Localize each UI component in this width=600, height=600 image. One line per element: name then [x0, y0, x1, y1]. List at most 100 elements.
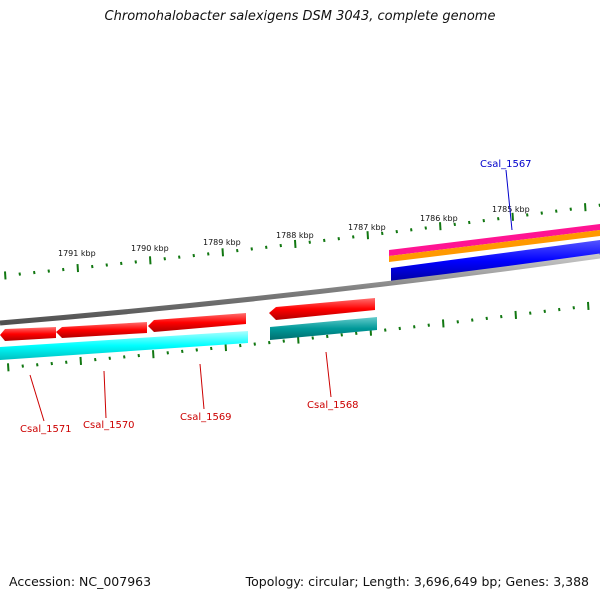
minor-tick [326, 334, 329, 339]
rna-feature[interactable] [389, 224, 600, 256]
major-tick [7, 363, 10, 372]
minor-tick [569, 207, 572, 211]
gene-label-group: Csal_1567 Csal_1568 Csal_1569 Csal_1570 … [20, 159, 532, 435]
major-tick [221, 248, 224, 257]
minor-tick [410, 228, 413, 232]
tick-label-1791: 1791 kbp [58, 249, 96, 258]
reverse-cds-features [0, 298, 375, 341]
minor-tick [340, 333, 343, 337]
minor-tick [279, 243, 282, 248]
minor-tick [250, 247, 253, 251]
major-tick [584, 203, 587, 212]
cds-arrow-csal-1570[interactable] [56, 322, 147, 338]
minor-tick [120, 261, 123, 266]
outer-tick-ring [4, 203, 600, 280]
tick-label-1789: 1789 kbp [203, 238, 241, 247]
minor-tick [207, 252, 210, 256]
minor-tick [355, 331, 358, 335]
cds-arrow-csal-1571[interactable] [0, 327, 56, 341]
minor-tick [558, 307, 561, 312]
major-tick [439, 222, 442, 231]
major-tick [79, 356, 82, 365]
map-title: Chromohalobacter salexigens DSM 3043, co… [104, 9, 496, 24]
gene-label-csal-1569[interactable]: Csal_1569 [180, 412, 232, 423]
minor-tick [555, 209, 558, 213]
minor-tick [36, 363, 39, 367]
inner-tick-ring [7, 301, 590, 372]
minor-tick [453, 222, 456, 227]
minor-tick [529, 311, 532, 315]
minor-tick [381, 231, 384, 236]
accession-text: Accession: NC_007963 [9, 574, 152, 589]
leader-csal-1567 [505, 169, 513, 231]
minor-tick [427, 323, 430, 327]
forward-tracks [389, 224, 600, 282]
tick-label-1790: 1790 kbp [131, 244, 169, 253]
minor-tick [210, 346, 213, 351]
cds-arrow-csal-1569[interactable] [148, 313, 246, 332]
minor-tick [50, 361, 53, 366]
leader-csal-1571 [29, 374, 45, 422]
scale-labels: 1785 kbp 1786 kbp 1787 kbp 1788 kbp 1789… [58, 205, 530, 258]
forward-cds-feature[interactable] [391, 240, 600, 282]
minor-tick [195, 348, 198, 352]
reverse-gene-features [0, 317, 377, 360]
minor-tick [236, 248, 239, 253]
tick-label-1786: 1786 kbp [420, 214, 458, 223]
minor-tick [134, 260, 137, 264]
minor-tick [395, 229, 398, 234]
minor-tick [500, 314, 503, 319]
leader-csal-1569 [199, 363, 205, 410]
minor-tick [105, 263, 108, 267]
leader-csal-1570 [103, 370, 107, 419]
minor-tick [384, 328, 387, 332]
tick-label-1787: 1787 kbp [348, 223, 386, 232]
minor-tick [94, 357, 97, 362]
gene-label-csal-1571[interactable]: Csal_1571 [20, 424, 72, 435]
minor-tick [497, 217, 500, 221]
minor-tick [62, 267, 65, 272]
minor-tick [18, 272, 21, 276]
gene-label-csal-1567[interactable]: Csal_1567 [480, 159, 532, 170]
minor-tick [308, 240, 311, 244]
major-tick [149, 256, 152, 265]
leader-csal-1568 [325, 351, 332, 398]
minor-tick [268, 340, 271, 345]
minor-tick [108, 356, 111, 360]
minor-tick [398, 326, 401, 331]
minor-tick [253, 342, 256, 346]
cds-arrow-csal-1568[interactable] [269, 298, 375, 320]
major-tick [4, 271, 7, 280]
minor-tick [337, 237, 340, 241]
tick-label-1785: 1785 kbp [492, 205, 530, 214]
minor-tick [468, 220, 471, 225]
minor-tick [311, 336, 314, 340]
minor-tick [166, 351, 169, 355]
minor-tick [456, 320, 459, 324]
minor-tick [282, 339, 285, 343]
major-tick [76, 264, 79, 273]
genome-stats-text: Topology: circular; Length: 3,696,649 bp… [245, 574, 589, 589]
minor-tick [123, 355, 126, 359]
orange-feature[interactable] [389, 230, 600, 262]
minor-tick [91, 264, 94, 269]
minor-tick [265, 245, 268, 249]
minor-tick [526, 213, 529, 217]
minor-tick [485, 316, 488, 321]
minor-tick [540, 211, 543, 215]
gene-label-csal-1570[interactable]: Csal_1570 [83, 420, 135, 431]
minor-tick [352, 235, 355, 239]
minor-tick [163, 257, 166, 261]
gene-label-csal-1568[interactable]: Csal_1568 [307, 400, 359, 411]
gene-bar-csal-1571-1569[interactable] [0, 331, 248, 360]
minor-tick [543, 309, 546, 314]
minor-tick [65, 360, 68, 364]
major-tick [366, 231, 369, 240]
minor-tick [482, 218, 485, 223]
tick-label-1788: 1788 kbp [276, 231, 314, 240]
minor-tick [137, 353, 140, 358]
gene-bar-csal-1568[interactable] [270, 317, 377, 340]
minor-tick [21, 364, 24, 368]
major-tick [152, 350, 155, 359]
